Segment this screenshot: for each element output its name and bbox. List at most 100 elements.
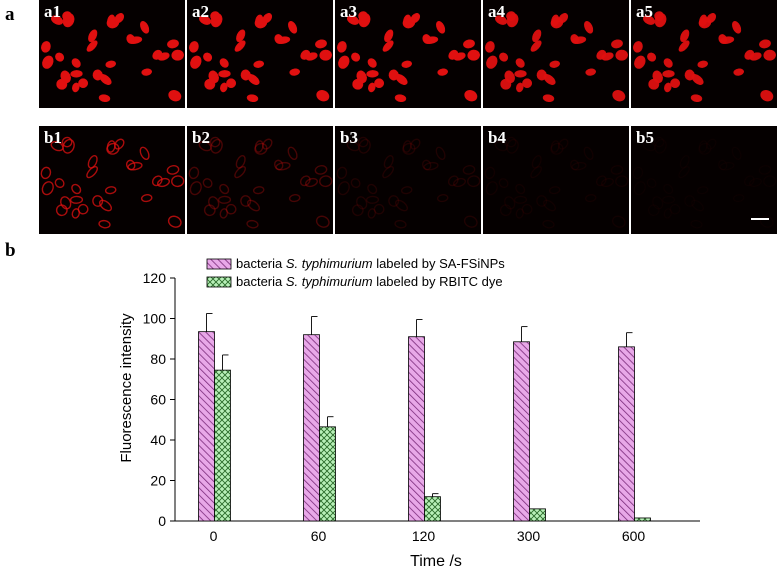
micrograph-label: a2 bbox=[192, 2, 209, 21]
micrograph-b5: b5 bbox=[631, 126, 777, 234]
micrograph-label: a4 bbox=[488, 2, 505, 21]
bacterium-cell bbox=[366, 70, 379, 78]
bacterium-cell bbox=[651, 195, 664, 210]
bacterium-cell bbox=[388, 195, 400, 207]
bacterium-cell bbox=[410, 138, 421, 150]
bacterium-cell bbox=[744, 49, 755, 60]
bacterium-cell bbox=[499, 204, 512, 217]
bacterium-cell bbox=[288, 21, 298, 34]
x-tick-label: 120 bbox=[412, 528, 436, 544]
bacterium-cell bbox=[98, 94, 111, 103]
y-tick-label: 0 bbox=[158, 513, 166, 529]
bacterium-cell bbox=[167, 39, 179, 49]
bacterium-cell bbox=[504, 70, 515, 84]
micrograph-label: b1 bbox=[44, 128, 62, 147]
bacterium-cell bbox=[486, 55, 498, 69]
bacterium-cell bbox=[54, 178, 65, 189]
bacterium-cell bbox=[530, 165, 542, 179]
x-axis-label: Time /s bbox=[410, 553, 462, 570]
bacterium-cell bbox=[225, 203, 237, 215]
bacterium-cell bbox=[706, 13, 717, 24]
bacterium-cell bbox=[550, 142, 564, 155]
bacterium-cell bbox=[646, 177, 658, 189]
bacterium-cell bbox=[699, 14, 708, 27]
bacterium-cell bbox=[691, 74, 704, 85]
bacterium-cell bbox=[611, 39, 623, 49]
y-tick-label: 40 bbox=[150, 432, 166, 448]
micrograph-a5: a5 bbox=[631, 0, 777, 108]
bacterium-cell bbox=[188, 166, 200, 180]
micrograph-b2-cells bbox=[188, 136, 333, 229]
bacterium-cell bbox=[71, 208, 80, 219]
bacterium-cell bbox=[522, 78, 533, 89]
bacterium-cell bbox=[106, 142, 120, 155]
bacterium-cell bbox=[652, 70, 663, 84]
bacterium-cell bbox=[71, 58, 81, 68]
bacterium-cell bbox=[542, 199, 557, 212]
bacterium-cell bbox=[319, 49, 332, 61]
bar-rbitc-60 bbox=[319, 426, 336, 522]
bacterium-cell bbox=[240, 195, 252, 207]
micrograph-label: a1 bbox=[44, 2, 61, 21]
bar-sa-fsinps-0 bbox=[198, 331, 215, 522]
bacterium-cell bbox=[612, 90, 626, 102]
micrograph-label: b4 bbox=[488, 128, 506, 147]
bacterium-cell bbox=[252, 186, 265, 195]
bacterium-cell bbox=[382, 165, 394, 179]
bacterium-cell bbox=[171, 49, 184, 61]
bacterium-cell bbox=[357, 136, 369, 148]
bacterium-cell bbox=[495, 15, 508, 25]
bar-rbitc-0 bbox=[214, 369, 231, 522]
bacterium-cell bbox=[50, 140, 64, 152]
bacterium-cell bbox=[759, 39, 771, 49]
bacterium-cell bbox=[536, 195, 548, 207]
bacterium-cell bbox=[368, 82, 376, 93]
x-tick-label: 60 bbox=[311, 528, 327, 544]
micrograph-a4-cells bbox=[485, 11, 628, 103]
bar-rbitc-600 bbox=[634, 517, 651, 522]
bacterium-cell bbox=[351, 204, 364, 217]
bacterium-cell bbox=[663, 208, 672, 219]
bacterium-cell bbox=[384, 29, 394, 43]
micrograph-b3: b3 bbox=[335, 126, 481, 234]
bacterium-cell bbox=[356, 196, 368, 210]
bacterium-cell bbox=[373, 203, 385, 215]
bacterium-cell bbox=[662, 70, 675, 78]
x-tick-label: 600 bbox=[622, 528, 646, 544]
bacterium-cell bbox=[760, 90, 774, 102]
bacterium-cell bbox=[347, 15, 360, 25]
bacterium-cell bbox=[246, 199, 261, 212]
bacterium-cell bbox=[219, 208, 228, 219]
bacterium-cell bbox=[515, 208, 524, 219]
bacterium-cell bbox=[680, 29, 690, 43]
bacterium-cell bbox=[763, 175, 776, 187]
bacterium-cell bbox=[167, 215, 182, 228]
bacterium-cell bbox=[69, 195, 84, 204]
bacterium-cell bbox=[107, 14, 116, 27]
bacterium-cell bbox=[632, 166, 644, 179]
bacterium-cell bbox=[662, 196, 674, 203]
bacterium-cell bbox=[569, 159, 580, 171]
bacterium-cell bbox=[105, 60, 117, 68]
bacterium-cell bbox=[98, 199, 113, 212]
bacterium-cell bbox=[600, 177, 615, 188]
micrograph-label: b2 bbox=[192, 128, 210, 147]
bacterium-cell bbox=[140, 21, 150, 34]
bacterium-cell bbox=[542, 219, 555, 229]
bacterium-cell bbox=[448, 49, 459, 60]
bacterium-cell bbox=[208, 70, 219, 84]
bacterium-cell bbox=[166, 165, 180, 175]
bacterium-cell bbox=[467, 49, 480, 61]
micrograph-label: b5 bbox=[636, 128, 654, 147]
bacterium-cell bbox=[98, 219, 111, 229]
bacterium-cell bbox=[447, 175, 459, 187]
bacterium-cell bbox=[365, 195, 380, 204]
bacterium-cell bbox=[60, 196, 72, 210]
bacterium-cell bbox=[351, 52, 361, 62]
micrograph-a5-cells bbox=[633, 11, 776, 103]
bacterium-cell bbox=[140, 194, 153, 203]
bacterium-cell bbox=[247, 74, 260, 85]
bacterium-cell bbox=[436, 194, 449, 203]
bacterium-cell bbox=[202, 178, 213, 189]
bacterium-cell bbox=[125, 159, 136, 171]
